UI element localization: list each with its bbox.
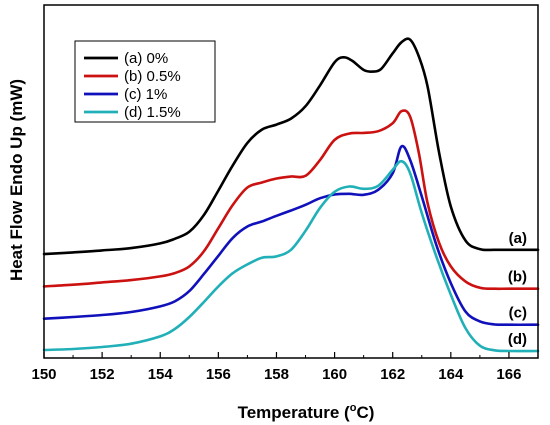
- y-axis-label: Heat Flow Endo Up (mW): [7, 79, 26, 281]
- x-tick-label: 160: [322, 366, 347, 383]
- series-layer: [42, 37, 540, 353]
- legend-items: (a) 0%(b) 0.5%(c) 1%(d) 1.5%: [84, 50, 181, 121]
- series-line: [42, 144, 540, 327]
- curve-end-label: (b): [508, 269, 527, 286]
- x-tick-label: 152: [90, 366, 115, 383]
- series-line: [42, 37, 540, 256]
- curve-end-label: (a): [509, 230, 527, 247]
- curve-end-labels: (a) (b) (c) (d): [508, 230, 527, 348]
- legend-label: (d) 1.5%: [124, 104, 181, 121]
- plot-frame: [43, 4, 539, 359]
- legend-label: (c) 1%: [124, 86, 167, 103]
- legend-box: [74, 40, 216, 123]
- x-tick-label: 150: [31, 366, 56, 383]
- x-tick-label: 156: [206, 366, 231, 383]
- legend: (a) 0%(b) 0.5%(c) 1%(d) 1.5%: [74, 40, 216, 123]
- x-tick-label: 158: [264, 366, 289, 383]
- x-tick-label: 164: [438, 366, 464, 383]
- x-tick-label: 154: [148, 366, 174, 383]
- legend-label: (b) 0.5%: [124, 68, 181, 85]
- curve-end-label: (d): [508, 331, 527, 348]
- x-axis-ticks: 150 152 154 156 158 160 162 164 166: [31, 352, 521, 383]
- series-line: [42, 159, 540, 353]
- x-tick-label: 166: [496, 366, 521, 383]
- curve-end-label: (c): [509, 305, 527, 322]
- x-tick-label: 162: [380, 366, 405, 383]
- legend-label: (a) 0%: [124, 50, 168, 67]
- series-line: [42, 109, 540, 291]
- x-axis-label: Temperature (oC): [238, 402, 375, 422]
